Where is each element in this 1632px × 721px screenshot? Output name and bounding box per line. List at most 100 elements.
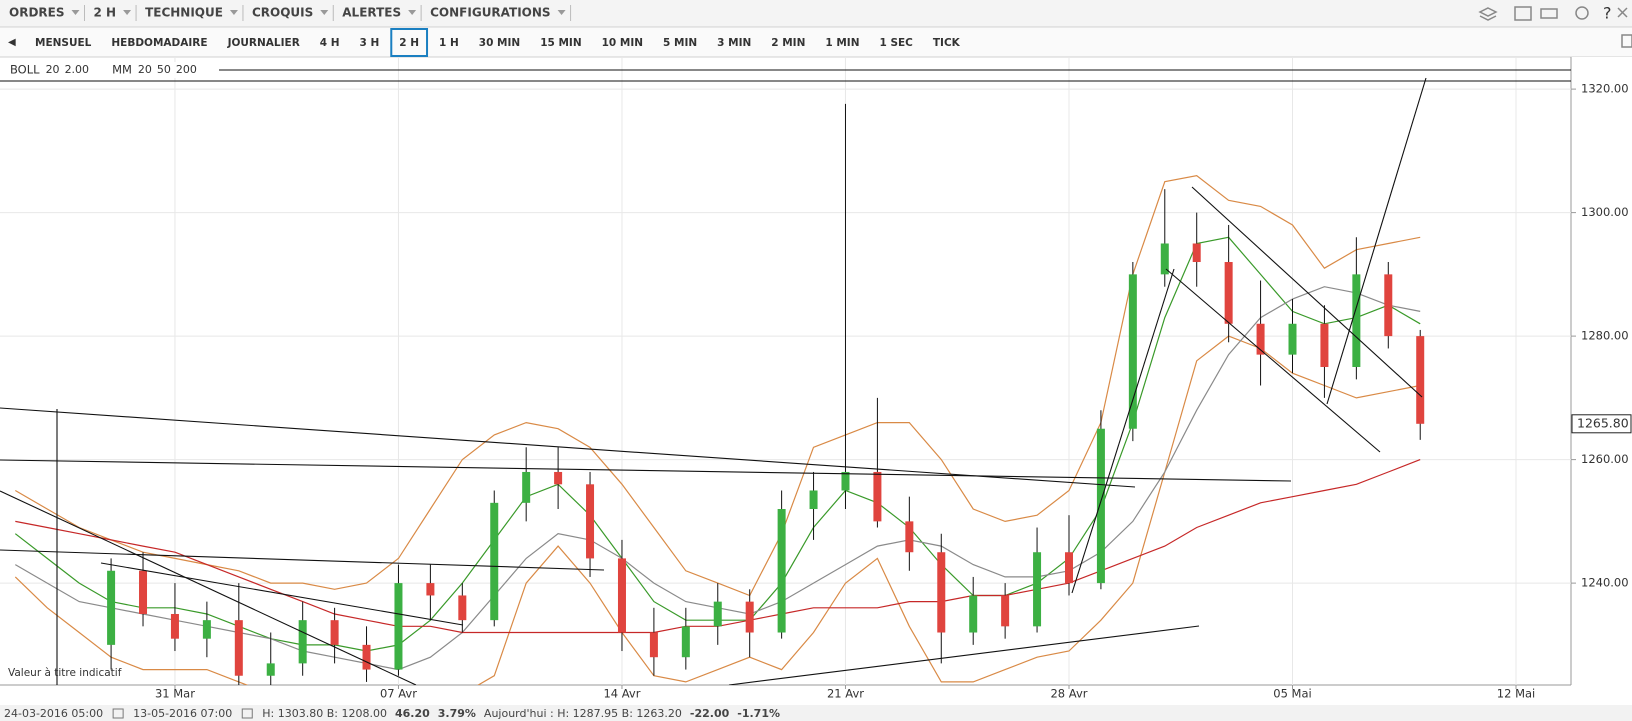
timeframe[interactable]: 10 MIN [602,37,643,49]
candle-body [1320,323,1329,367]
menu-bar [0,0,1632,27]
candle-body [713,601,722,627]
scroll-left[interactable]: ◀ [8,37,16,48]
candle-body [1352,274,1361,367]
timeframe[interactable]: 1 SEC [879,37,913,49]
trendline [0,549,605,571]
trendline [1326,77,1427,405]
timeframe-bar [0,28,1632,57]
candle-body [522,471,531,503]
candle-body [1160,243,1169,275]
trendlines [0,69,1571,685]
trendline [1191,186,1423,398]
candle-body [1096,428,1105,584]
status-item: 3.79% [438,707,476,720]
candle-body [681,626,690,658]
legend-param: 2.00 [65,63,90,76]
trendline [1071,268,1175,594]
candle-body [873,471,882,522]
candle-body [1256,323,1265,355]
candle-body [298,620,307,664]
timeframe[interactable]: MENSUEL [35,37,92,49]
candle-body [490,502,499,621]
legend-param: 50 [157,63,171,76]
menu-item[interactable]: 2 H [93,6,116,20]
menu-item[interactable]: TECHNIQUE [145,6,223,20]
timeframe[interactable]: TICK [933,37,961,49]
trendline [1165,268,1381,453]
status-item: H: 1303.80 B: 1208.00 [262,707,387,720]
plot-area [0,57,1571,685]
trendline [0,459,1292,482]
candle-body [1064,552,1073,584]
timeframe[interactable]: 1 H [439,37,459,49]
menu-item[interactable]: ALERTES [342,6,401,20]
x-tick-label: 31 Mar [155,687,195,701]
candle-body [1128,274,1137,429]
status-bar [0,705,1632,721]
timeframe[interactable]: HEBDOMADAIRE [111,37,207,49]
candle-body [266,663,275,676]
disclaimer: Valeur à titre indicatif [8,667,122,679]
calendar-icon[interactable] [241,708,253,719]
timeframe[interactable]: 30 MIN [479,37,520,49]
candle-body [1384,274,1393,337]
timeframe[interactable]: 1 MIN [825,37,859,49]
legend-param: 20 [46,63,60,76]
dropdown-arrow [557,10,566,15]
selected-timeframe [390,28,429,57]
help-icon[interactable]: ? [1603,4,1612,23]
timeframe[interactable]: 2 H [399,37,419,49]
settings-icon[interactable] [1575,6,1589,20]
x-tick-label: 12 Mai [1497,687,1535,701]
trendline [100,562,464,626]
candle-body [458,595,467,621]
candle-body [745,601,754,633]
candle-body [234,620,243,676]
last-price-box [1571,414,1632,434]
y-tick-label: 1280.00 [1581,329,1629,343]
timeframe[interactable]: 3 MIN [717,37,751,49]
close-icon[interactable] [1617,7,1628,18]
y-tick-label: 1320.00 [1581,82,1629,96]
status-item: -22.00 [690,707,730,720]
image-icon[interactable] [1514,6,1532,21]
menu-item[interactable]: ORDRES [9,6,64,20]
timeframe[interactable]: 5 MIN [663,37,697,49]
trendline [0,407,1136,488]
calendar-icon[interactable] [112,708,124,719]
candle-body [1033,552,1042,627]
timeframe[interactable]: 2 MIN [771,37,805,49]
candle-body [139,570,148,614]
status-item: 13-05-2016 07:00 [133,707,232,720]
x-tick-label: 14 Avr [603,687,640,701]
dropdown-arrow [123,10,132,15]
candle-body [586,484,595,559]
y-axis-panel [1571,57,1632,685]
expand-icon[interactable] [1621,34,1632,48]
candle-body [809,490,818,510]
indicator-line [14,335,1421,685]
y-tick-label: 1300.00 [1581,205,1629,219]
status-item: 46.20 [395,707,430,720]
candle-body [107,570,116,645]
candle-body [426,583,435,596]
candle-body [1416,336,1425,424]
candle-body [777,509,786,633]
menu-item[interactable]: CROQUIS [252,6,313,20]
status-item: Aujourd'hui : H: 1287.95 B: 1263.20 [484,707,682,720]
x-tick-label: 21 Avr [827,687,864,701]
print-icon[interactable] [1540,8,1558,19]
timeframe[interactable]: JOURNALIER [227,37,300,49]
candle-body [1288,323,1297,355]
timeframe[interactable]: 3 H [360,37,380,49]
status-item: -1.71% [737,707,780,720]
timeframe[interactable]: 15 MIN [540,37,581,49]
layers-icon[interactable] [1478,7,1498,21]
menu-item[interactable]: CONFIGURATIONS [430,6,550,20]
timeframe[interactable]: 4 H [320,37,340,49]
candle-body [362,644,371,670]
candle-body [170,613,179,639]
candle-body [841,471,850,491]
dropdown-arrow [320,10,329,15]
